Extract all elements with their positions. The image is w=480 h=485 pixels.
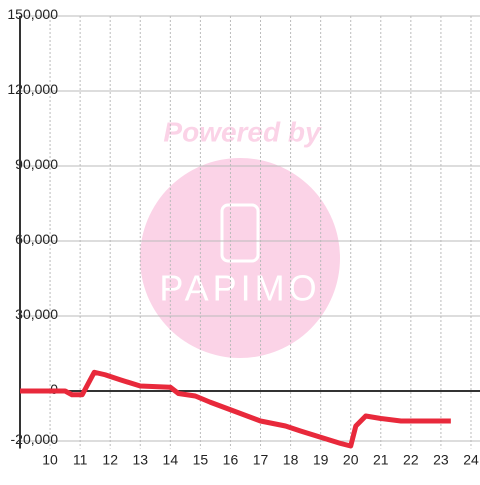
watermark-text: Powered by: [163, 116, 322, 147]
y-tick-label: 150,000: [7, 6, 58, 22]
x-tick-label: 15: [193, 452, 209, 468]
x-tick-label: 16: [223, 452, 239, 468]
x-tick-label: 14: [163, 452, 179, 468]
x-tick-label: 17: [253, 452, 269, 468]
watermark-circle: [140, 158, 340, 358]
x-tick-label: 20: [343, 452, 359, 468]
x-tick-label: 21: [373, 452, 389, 468]
watermark-brand: PAPIMO: [159, 268, 320, 309]
y-tick-label: -20,000: [11, 431, 59, 447]
x-tick-label: 13: [132, 452, 148, 468]
y-tick-label: 30,000: [15, 306, 58, 322]
x-tick-label: 23: [433, 452, 449, 468]
x-tick-label: 22: [403, 452, 419, 468]
x-tick-label: 19: [313, 452, 329, 468]
x-tick-label: 12: [102, 452, 118, 468]
x-tick-label: 11: [73, 452, 88, 468]
x-tick-label: 18: [283, 452, 299, 468]
line: [20, 369, 451, 449]
x-tick-label: 24: [463, 452, 479, 468]
y-tick-label: 60,000: [15, 231, 58, 247]
x-tick-label: 10: [42, 452, 58, 468]
y-tick-label: 90,000: [15, 156, 58, 172]
y-tick-label: 120,000: [7, 81, 58, 97]
watermark-phone: [220, 203, 260, 263]
